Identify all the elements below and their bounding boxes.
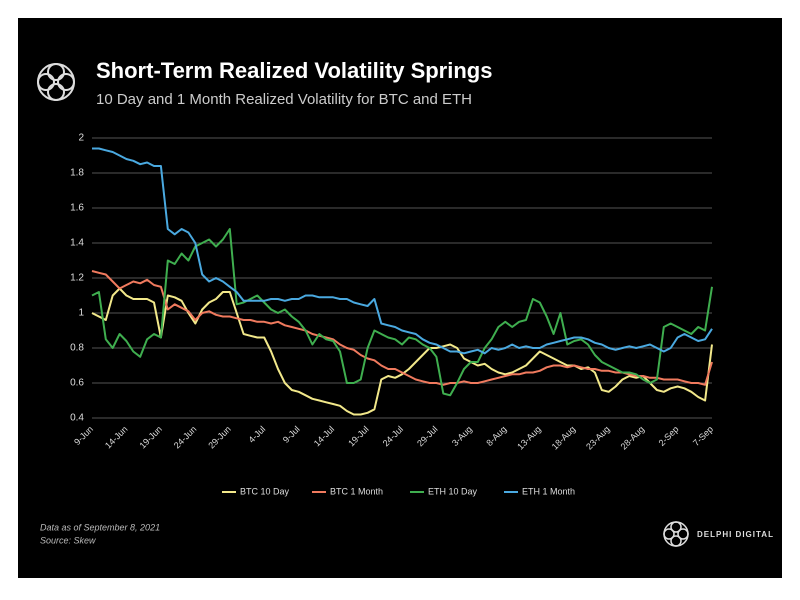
brand: DELPHI DIGITAL bbox=[697, 530, 774, 539]
y-tick-label: 2 bbox=[78, 133, 84, 144]
legend-label: BTC 1 Month bbox=[330, 486, 383, 496]
legend-label: ETH 10 Day bbox=[428, 486, 478, 496]
y-tick-label: 0.8 bbox=[70, 343, 84, 354]
logo bbox=[37, 63, 75, 101]
legend-label: ETH 1 Month bbox=[522, 486, 575, 496]
y-tick-label: 0.6 bbox=[70, 378, 84, 389]
brand-logo bbox=[663, 521, 689, 547]
chart-subtitle: 10 Day and 1 Month Realized Volatility f… bbox=[96, 91, 472, 108]
y-tick-label: 1 bbox=[78, 308, 84, 319]
series-line bbox=[91, 270, 713, 386]
y-tick-label: 0.4 bbox=[70, 413, 84, 424]
chart-title: Short-Term Realized Volatility Springs bbox=[96, 58, 492, 83]
y-tick-label: 1.2 bbox=[70, 273, 84, 284]
legend-label: BTC 10 Day bbox=[240, 486, 290, 496]
footnote: Data as of September 8, 2021 bbox=[40, 522, 160, 532]
series-line bbox=[91, 287, 713, 416]
y-tick-label: 1.4 bbox=[70, 238, 84, 249]
series-line bbox=[92, 147, 713, 355]
source: Source: Skew bbox=[40, 535, 96, 545]
y-tick-label: 1.6 bbox=[70, 203, 84, 214]
y-tick-label: 1.8 bbox=[70, 168, 84, 179]
